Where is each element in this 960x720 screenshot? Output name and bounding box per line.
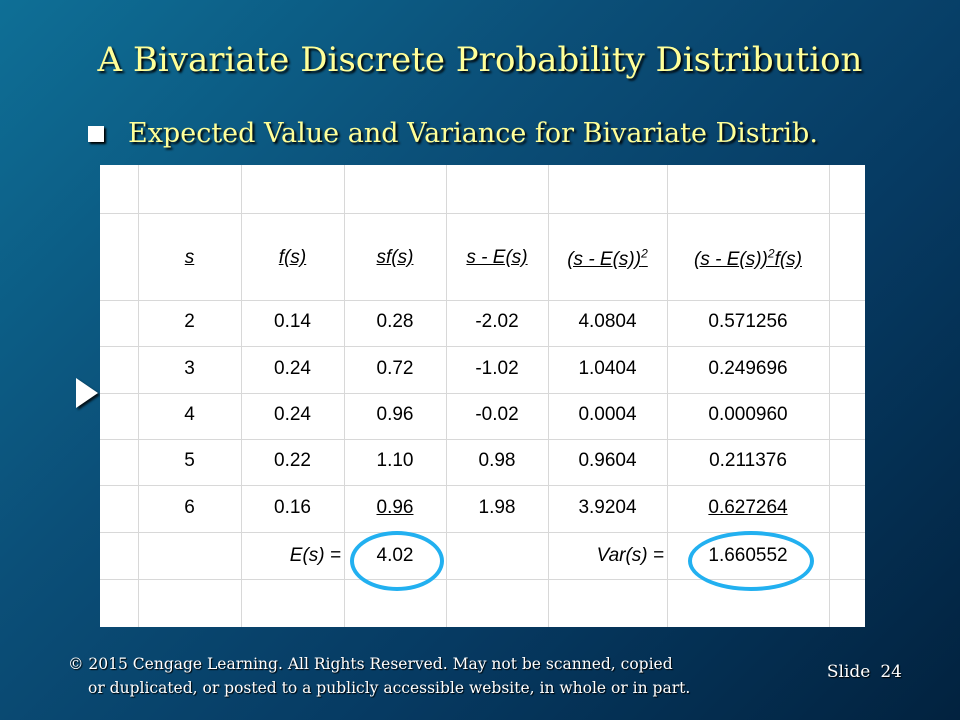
cell-squared-deviation: 4.0804 (578, 311, 637, 332)
slide-number-value: 24 (880, 662, 902, 682)
cell-deviation: -0.02 (475, 404, 519, 425)
cell-sfs: 1.10 (376, 450, 414, 471)
cell-fs: 0.24 (274, 404, 311, 425)
slide-label: Slide (826, 662, 871, 682)
cell-fs: 0.22 (274, 450, 311, 471)
slide-title: A Bivariate Discrete Probability Distrib… (97, 40, 863, 80)
cell-squared-deviation: 0.0004 (578, 404, 637, 425)
cell-s: 2 (184, 311, 195, 332)
variance-label: Var(s) = (596, 545, 664, 566)
cell-sfs: 0.28 (376, 311, 414, 332)
copyright-line-1: © 2015 Cengage Learning. All Rights Rese… (68, 655, 673, 673)
play-arrow-icon[interactable] (76, 378, 98, 408)
header-s: s (184, 247, 195, 268)
cell-sfs: 0.96 (376, 404, 414, 425)
cell-s: 3 (184, 358, 195, 379)
cell-weighted: 0.627264 (708, 497, 788, 518)
variance-highlight-circle (688, 531, 814, 591)
bullet-text: Expected Value and Variance for Bivariat… (128, 118, 818, 149)
expected-value-highlight-circle (350, 531, 444, 591)
header-weighted-squared-deviation: (s - E(s))2f(s) (694, 247, 802, 271)
cell-deviation: 1.98 (478, 497, 516, 518)
header-fs: f(s) (278, 247, 307, 268)
header-s-minus-es: s - E(s) (466, 247, 528, 268)
cell-fs: 0.24 (274, 358, 311, 379)
bullet-item: Expected Value and Variance for Bivariat… (88, 118, 818, 149)
cell-deviation: -2.02 (475, 311, 519, 332)
cell-fs: 0.16 (274, 497, 311, 518)
cell-squared-deviation: 1.0404 (578, 358, 637, 379)
cell-squared-deviation: 3.9204 (578, 497, 637, 518)
cell-deviation: -1.02 (475, 358, 519, 379)
cell-weighted: 0.211376 (709, 450, 787, 471)
cell-weighted: 0.000960 (708, 404, 788, 425)
square-bullet-icon (88, 125, 104, 142)
cell-sfs: 0.96 (376, 497, 414, 518)
cell-s: 5 (184, 450, 195, 471)
cell-fs: 0.14 (274, 311, 311, 332)
copyright-line-2: or duplicated, or posted to a publicly a… (88, 679, 691, 697)
cell-weighted: 0.571256 (708, 311, 788, 332)
spreadsheet-table: s f(s) sf(s) s - E(s) (s - E(s))2 (s - E… (100, 165, 865, 627)
header-sfs: sf(s) (376, 247, 414, 268)
header-squared-deviation: (s - E(s))2 (567, 247, 648, 271)
slide-number: Slide 24 (827, 662, 902, 682)
cell-s: 4 (184, 404, 195, 425)
cell-sfs: 0.72 (376, 358, 414, 379)
cell-squared-deviation: 0.9604 (578, 450, 637, 471)
cell-deviation: 0.98 (478, 450, 516, 471)
expected-value-label: E(s) = (289, 545, 341, 566)
copyright-footer: © 2015 Cengage Learning. All Rights Rese… (68, 652, 690, 700)
cell-weighted: 0.249696 (708, 358, 788, 379)
cell-s: 6 (184, 497, 195, 518)
